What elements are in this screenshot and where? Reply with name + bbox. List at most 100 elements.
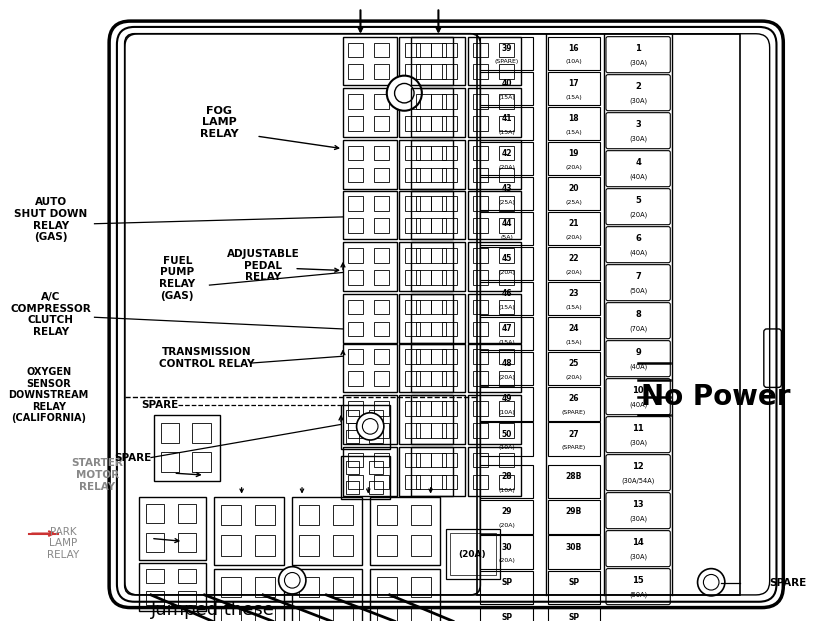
Bar xyxy=(404,116,420,130)
Bar xyxy=(154,415,220,481)
Text: (30A): (30A) xyxy=(629,135,647,142)
Bar xyxy=(417,423,432,438)
Bar xyxy=(473,168,488,182)
Text: (15A): (15A) xyxy=(566,94,582,100)
Text: (40A): (40A) xyxy=(629,364,647,370)
Bar xyxy=(255,607,275,628)
Bar xyxy=(411,447,464,496)
Bar xyxy=(547,423,600,455)
Text: (20A): (20A) xyxy=(629,211,647,218)
Bar xyxy=(431,401,446,416)
Bar xyxy=(468,294,521,343)
Bar xyxy=(499,64,514,79)
Bar xyxy=(349,64,363,79)
Bar xyxy=(431,453,446,467)
Bar xyxy=(547,500,600,534)
Bar xyxy=(417,350,432,364)
Bar xyxy=(417,197,432,211)
Bar xyxy=(399,37,453,86)
Text: (15A): (15A) xyxy=(566,130,582,135)
Bar xyxy=(411,294,464,343)
Bar xyxy=(442,474,457,490)
Bar xyxy=(374,401,389,416)
Bar xyxy=(299,577,319,597)
Bar xyxy=(473,270,488,285)
Bar xyxy=(343,294,396,343)
Text: 8: 8 xyxy=(635,310,641,319)
Text: 43: 43 xyxy=(501,184,512,193)
Bar xyxy=(417,401,432,416)
Text: (10A): (10A) xyxy=(566,59,582,64)
Bar xyxy=(299,536,319,556)
Text: 27: 27 xyxy=(569,430,580,438)
Bar xyxy=(480,142,533,175)
Text: (20A): (20A) xyxy=(566,235,582,240)
Circle shape xyxy=(704,575,719,590)
Bar xyxy=(343,395,396,444)
Bar xyxy=(374,270,389,285)
Bar xyxy=(431,168,446,182)
Bar xyxy=(431,350,446,364)
Text: 41: 41 xyxy=(501,114,512,123)
Bar xyxy=(442,168,457,182)
Circle shape xyxy=(395,83,414,103)
Text: SP: SP xyxy=(568,578,580,587)
Bar xyxy=(146,569,164,583)
Bar xyxy=(431,219,446,233)
Bar xyxy=(547,387,600,421)
Circle shape xyxy=(284,573,300,588)
Bar xyxy=(499,168,514,182)
Bar xyxy=(442,116,457,130)
Bar xyxy=(404,64,420,79)
Text: (15A): (15A) xyxy=(498,305,515,310)
Bar xyxy=(417,168,432,182)
Bar xyxy=(377,577,397,597)
Bar xyxy=(499,146,514,161)
Bar xyxy=(547,177,600,210)
Text: FUEL
PUMP
RELAY
(GAS): FUEL PUMP RELAY (GAS) xyxy=(159,256,196,301)
Bar xyxy=(146,532,164,552)
Text: A/C
COMPRESSOR
CLUTCH
RELAY: A/C COMPRESSOR CLUTCH RELAY xyxy=(11,292,91,337)
Text: PARK
LAMP
RELAY: PARK LAMP RELAY xyxy=(47,527,80,560)
Bar xyxy=(442,401,457,416)
Bar xyxy=(442,300,457,314)
Text: 16: 16 xyxy=(569,43,579,53)
Text: (10A): (10A) xyxy=(498,445,515,450)
Bar xyxy=(417,453,432,467)
Text: 30B: 30B xyxy=(566,542,582,552)
Bar xyxy=(480,423,533,455)
Text: (20A): (20A) xyxy=(498,164,515,169)
Bar xyxy=(473,423,488,438)
Bar xyxy=(333,536,353,556)
Text: FOG
LAMP
RELAY: FOG LAMP RELAY xyxy=(200,106,238,139)
Bar xyxy=(369,430,383,443)
Bar xyxy=(399,294,453,343)
Bar xyxy=(468,88,521,137)
Bar xyxy=(399,395,453,444)
Bar xyxy=(442,42,457,57)
Bar xyxy=(399,140,453,188)
Text: 49: 49 xyxy=(501,394,512,403)
Text: (SPARE): (SPARE) xyxy=(495,59,519,64)
Text: 11: 11 xyxy=(632,424,644,433)
Text: 21: 21 xyxy=(569,219,579,228)
Bar xyxy=(377,505,397,525)
Bar xyxy=(473,64,488,79)
Text: 12: 12 xyxy=(632,462,644,471)
Bar xyxy=(480,500,533,534)
Text: (20A): (20A) xyxy=(498,375,515,380)
Bar xyxy=(431,116,446,130)
Text: (5A): (5A) xyxy=(500,235,513,240)
Bar xyxy=(478,34,741,595)
Text: (50A): (50A) xyxy=(629,592,647,598)
Text: 17: 17 xyxy=(569,79,580,88)
Text: 23: 23 xyxy=(569,289,579,298)
Text: 39: 39 xyxy=(501,43,512,53)
Bar xyxy=(374,42,389,57)
Bar xyxy=(431,64,446,79)
Text: 28B: 28B xyxy=(566,472,582,481)
Bar xyxy=(374,453,389,467)
Bar xyxy=(442,146,457,161)
Text: (10A): (10A) xyxy=(498,410,515,415)
Bar xyxy=(374,116,389,130)
